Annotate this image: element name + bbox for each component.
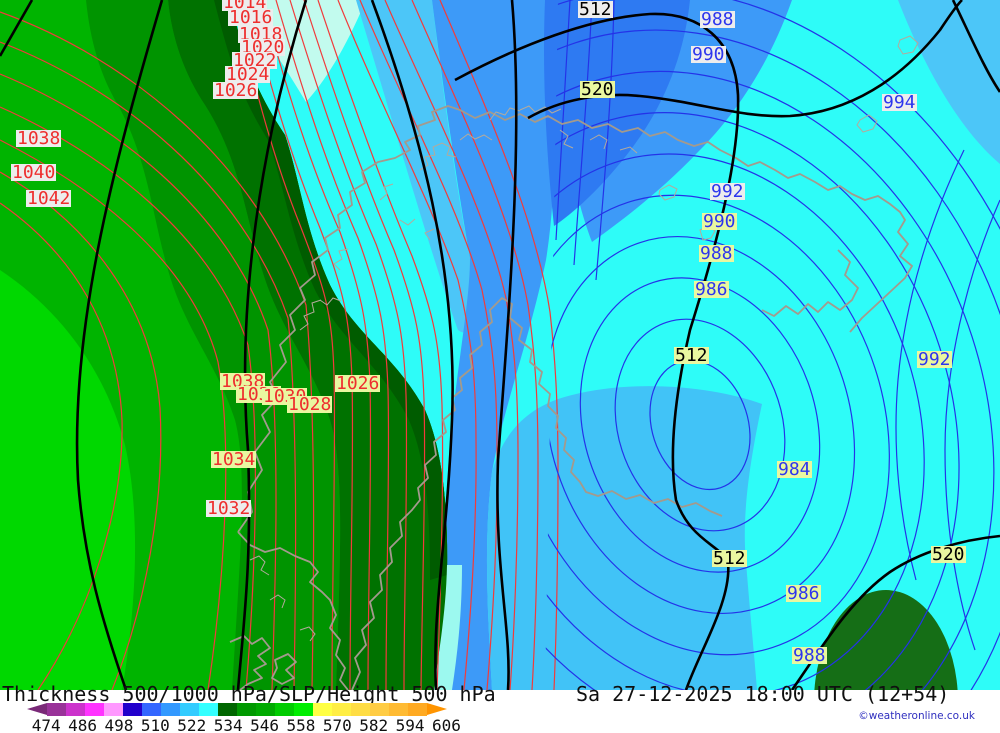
- pressure-label: 988: [699, 243, 734, 264]
- legend-scale-values: 474 486 498 510 522 534 546 558 570 582 594 606: [28, 716, 465, 733]
- pressure-label: 992: [710, 181, 745, 202]
- scale-value: 510: [140, 716, 170, 733]
- colorbar-segment: [370, 703, 389, 716]
- colorbar-segment: [142, 703, 161, 716]
- colorbar-segment: [294, 703, 313, 716]
- map-canvas: [0, 0, 1000, 690]
- scale-value: 582: [359, 716, 389, 733]
- height-label: 512: [674, 345, 709, 366]
- green-dark-band: [168, 0, 448, 690]
- pressure-label: 992: [917, 349, 952, 370]
- colorbar-segment: [123, 703, 142, 716]
- pressure-label: 988: [700, 9, 735, 30]
- green-bright-blob: [0, 270, 136, 690]
- pressure-label: 990: [691, 44, 726, 65]
- colorbar-segment: [408, 703, 427, 716]
- light-blue-corner: [898, 0, 1000, 164]
- colorbar-segment: [313, 703, 332, 716]
- blue-isobar: [614, 318, 786, 532]
- weather-map: 1014 1016 1018 1020 1022 1024 1026 1038 1040 1042…: [0, 0, 1000, 690]
- scale-value: 546: [250, 716, 279, 733]
- pressure-label: 986: [786, 583, 821, 604]
- colorbar-segment: [351, 703, 370, 716]
- product-title: Thickness 500/1000 hPa/SLP/Height 500 hP…: [2, 682, 496, 706]
- colorbar-arrow-right: [427, 703, 447, 715]
- scale-value: 498: [104, 716, 134, 733]
- height-label: 520: [580, 79, 615, 100]
- legend-text-row: Thickness 500/1000 hPa/SLP/Height 500 hP…: [0, 682, 1000, 706]
- pressure-label: 986: [694, 279, 729, 300]
- pressure-label: 1016: [228, 7, 274, 28]
- scale-value: 534: [213, 716, 243, 733]
- colorbar-segment: [47, 703, 66, 716]
- colorbar-segment: [275, 703, 294, 716]
- colorbar-segment: [104, 703, 123, 716]
- scale-value: 474: [31, 716, 61, 733]
- blue-isobar: [545, 0, 1000, 690]
- scale-value: 522: [177, 716, 207, 733]
- pressure-label: 1040: [11, 162, 57, 183]
- pressure-label: 1042: [26, 188, 72, 209]
- legend-colorbar: [27, 703, 447, 716]
- pressure-label: 994: [882, 92, 917, 113]
- colorbar-segment: [161, 703, 180, 716]
- light-blue-band: [356, 0, 475, 333]
- colorbar-segment: [66, 703, 85, 716]
- pressure-label: 1034: [211, 449, 257, 470]
- map-label-layer: 1014 1016 1018 1020 1022 1024 1026 1038 1040 1042…: [11, 0, 966, 666]
- fjord-texture: [249, 35, 919, 642]
- pressure-label: 988: [792, 645, 827, 666]
- colorbar-segment: [218, 703, 237, 716]
- blue-isobar: [573, 0, 593, 266]
- blue-isobar: [545, 194, 890, 656]
- height-label: 520: [931, 544, 966, 565]
- pressure-label: 1028: [287, 394, 333, 415]
- colorbar-segment: [199, 703, 218, 716]
- colorbar-segment: [180, 703, 199, 716]
- legend-bar: Thickness 500/1000 hPa/SLP/Height 500 hP…: [0, 682, 1000, 733]
- scale-value: 606: [432, 716, 461, 733]
- pressure-label: 1026: [213, 80, 259, 101]
- pressure-label: 1014: [222, 0, 268, 12]
- pressure-label: 1032: [206, 498, 252, 519]
- blue-lobe: [486, 386, 762, 690]
- blue-isobar: [545, 153, 925, 690]
- blue-isobar: [545, 29, 1000, 690]
- pale-sliver: [434, 565, 462, 690]
- pressure-label: 1026: [335, 373, 381, 394]
- scale-value: 594: [395, 716, 425, 733]
- pressure-label: 990: [702, 211, 737, 232]
- blue-isobar: [545, 236, 856, 614]
- blue-isobar: [545, 112, 960, 690]
- pressure-label: 984: [777, 459, 812, 480]
- scale-value: 558: [286, 716, 316, 733]
- colorbar-segment: [389, 703, 408, 716]
- pressure-label: 1024: [225, 64, 271, 85]
- pressure-label: 1038: [16, 128, 62, 149]
- pressure-label: 1022: [232, 50, 278, 71]
- colorbar-segment: [256, 703, 275, 716]
- scale-value: 570: [322, 716, 352, 733]
- scale-value: 486: [68, 716, 98, 733]
- colorbar-segment: [332, 703, 351, 716]
- credit-link[interactable]: ©weatheronline.co.uk: [858, 710, 975, 722]
- valid-time: Sa 27-12-2025 18:00 UTC (12+54): [576, 682, 950, 706]
- coastlines: [229, 105, 913, 690]
- blue-isobar: [579, 277, 821, 573]
- blue-isobar: [595, 0, 615, 281]
- height-label: 512: [712, 548, 747, 569]
- height-label: 512: [578, 0, 613, 20]
- colorbar-arrow-left: [27, 703, 47, 715]
- se-dark-green-blob: [814, 590, 958, 690]
- colorbar-segment: [237, 703, 256, 716]
- blue-isobar: [944, 199, 1000, 651]
- blue-isobar: [895, 149, 965, 581]
- colorbar-segment: [85, 703, 104, 716]
- dark-blue-blob: [544, 0, 690, 226]
